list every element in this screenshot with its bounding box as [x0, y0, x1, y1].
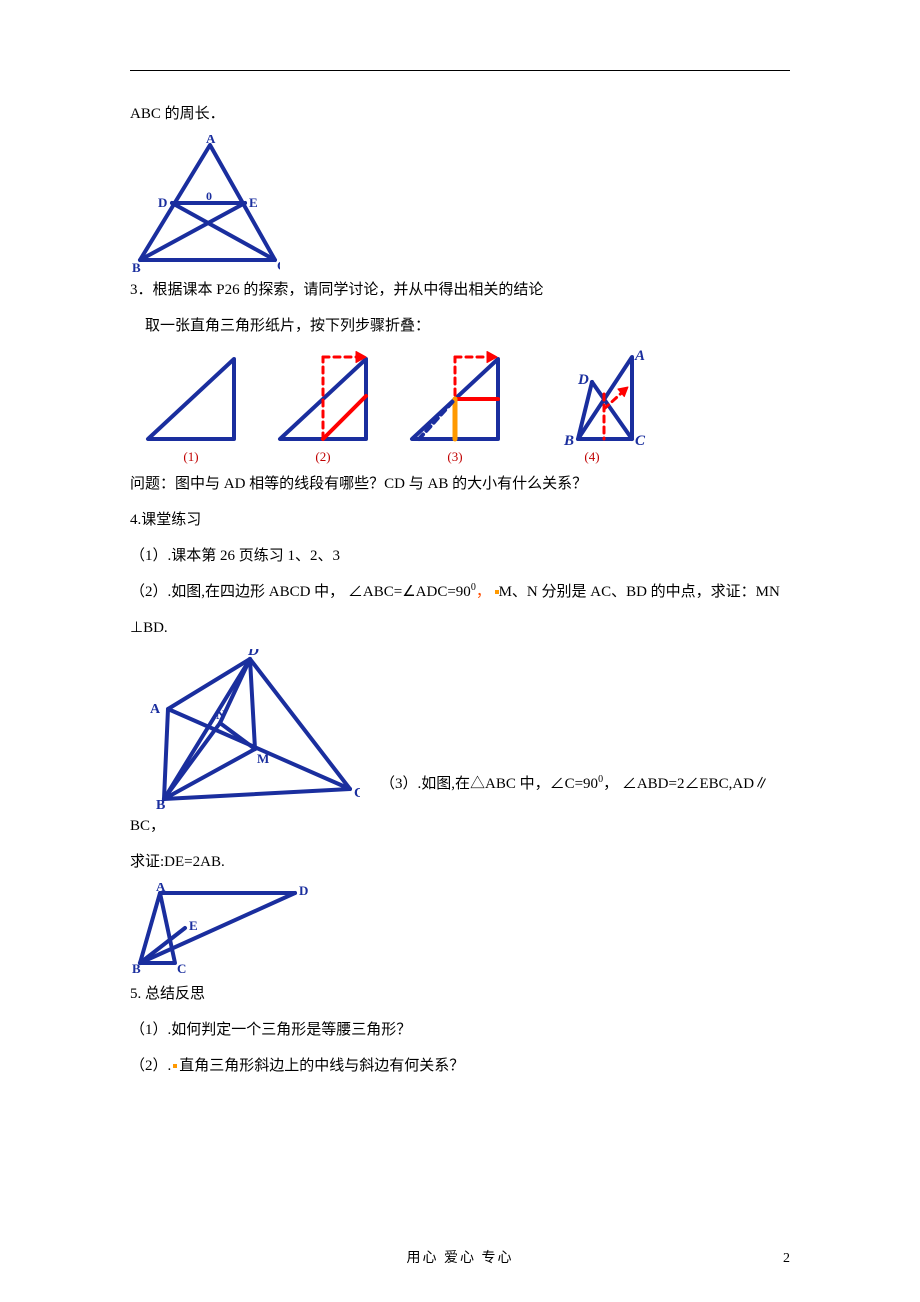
svg-text:D: D [299, 883, 308, 898]
fold-step-2 [268, 349, 378, 449]
header-divider [130, 70, 790, 71]
fold-step-1 [136, 349, 246, 449]
fold-label-1: (1) [183, 449, 198, 465]
svg-text:M: M [257, 751, 269, 766]
fold-label-4: (4) [584, 449, 599, 465]
page-number: 2 [783, 1251, 790, 1267]
text-q4-1: （1）.课本第 26 页练习 1、2、3 [130, 541, 790, 571]
text-q4-3d: 求证:DE=2AB. [130, 847, 790, 877]
svg-text:C: C [635, 433, 646, 449]
fold-label-3: (3) [447, 449, 462, 465]
fold-step-3 [400, 349, 510, 449]
figure-triangle-abc: A B C D E 0 [130, 135, 280, 275]
figure-folding-sequence: (1) (2) (3) A B C D (4) [136, 349, 790, 465]
text-q4-3c: BC， [130, 811, 790, 841]
svg-text:A: A [150, 702, 161, 717]
text-q5-2: （2）.直角三角形斜边上的中线与斜边有何关系？ [130, 1051, 790, 1081]
text-q3b: 取一张直角三角形纸片，按下列步骤折叠： [130, 311, 790, 341]
row-fig3: A B C D M N （3）.如图,在△ABC 中，∠C=900， ∠ABD=2∠EBC… [130, 649, 790, 809]
svg-text:A: A [634, 349, 645, 364]
footer-text: 用心 爱心 专心 [130, 1247, 790, 1267]
svg-text:B: B [563, 433, 574, 449]
text-q4: 4.课堂练习 [130, 505, 790, 535]
svg-text:C: C [177, 961, 186, 973]
svg-text:E: E [249, 195, 258, 210]
text-q4-2: （2）.如图,在四边形 ABCD 中， ∠ABC=∠ADC=900， M、N 分… [130, 577, 790, 607]
text-q4-2c: ⊥BD. [130, 613, 790, 643]
svg-text:D: D [247, 649, 259, 659]
svg-text:C: C [277, 258, 280, 273]
svg-text:D: D [577, 372, 589, 388]
text-q4-3: （3）.如图,在△ABC 中，∠C=900， ∠ABD=2∠EBC,AD∥ [380, 769, 769, 799]
svg-text:B: B [132, 961, 141, 973]
svg-text:C: C [354, 786, 360, 801]
figure-quadrilateral-abcd: A B C D M N [130, 649, 360, 809]
fold-label-2: (2) [315, 449, 330, 465]
figure-triangle-abde: A B C D E [130, 883, 310, 973]
svg-text:B: B [156, 798, 165, 809]
svg-text:N: N [216, 707, 226, 722]
text-q5-1: （1）.如何判定一个三角形是等腰三角形？ [130, 1015, 790, 1045]
comma-colored: ， [476, 584, 491, 600]
text-q5: 5. 总结反思 [130, 979, 790, 1009]
svg-text:D: D [158, 195, 167, 210]
svg-text:A: A [156, 883, 166, 894]
svg-text:0: 0 [206, 189, 212, 203]
svg-text:E: E [189, 918, 198, 933]
text-q4-3b: ， ∠ABD=2∠EBC,AD∥ [603, 776, 769, 792]
text-q4-3a: （3）.如图,在△ABC 中，∠C=90 [380, 776, 598, 792]
fold-step-4: A B C D [532, 349, 652, 449]
text-q4-2a: （2）.如图,在四边形 ABCD 中， ∠ABC=∠ADC=90 [130, 584, 471, 600]
text-abc-perimeter: ABC 的周长． [130, 99, 790, 129]
text-q3: 3．根据课本 P26 的探索，请同学讨论，并从中得出相关的结论 [130, 275, 790, 305]
text-q3-ask: 问题：图中与 AD 相等的线段有哪些？CD 与 AB 的大小有什么关系？ [130, 469, 790, 499]
orange-dot-icon-2 [173, 1064, 177, 1068]
svg-text:B: B [132, 260, 141, 275]
svg-text:A: A [206, 135, 216, 146]
text-q4-2b: M、N 分别是 AC、BD 的中点，求证：MN [499, 584, 780, 600]
